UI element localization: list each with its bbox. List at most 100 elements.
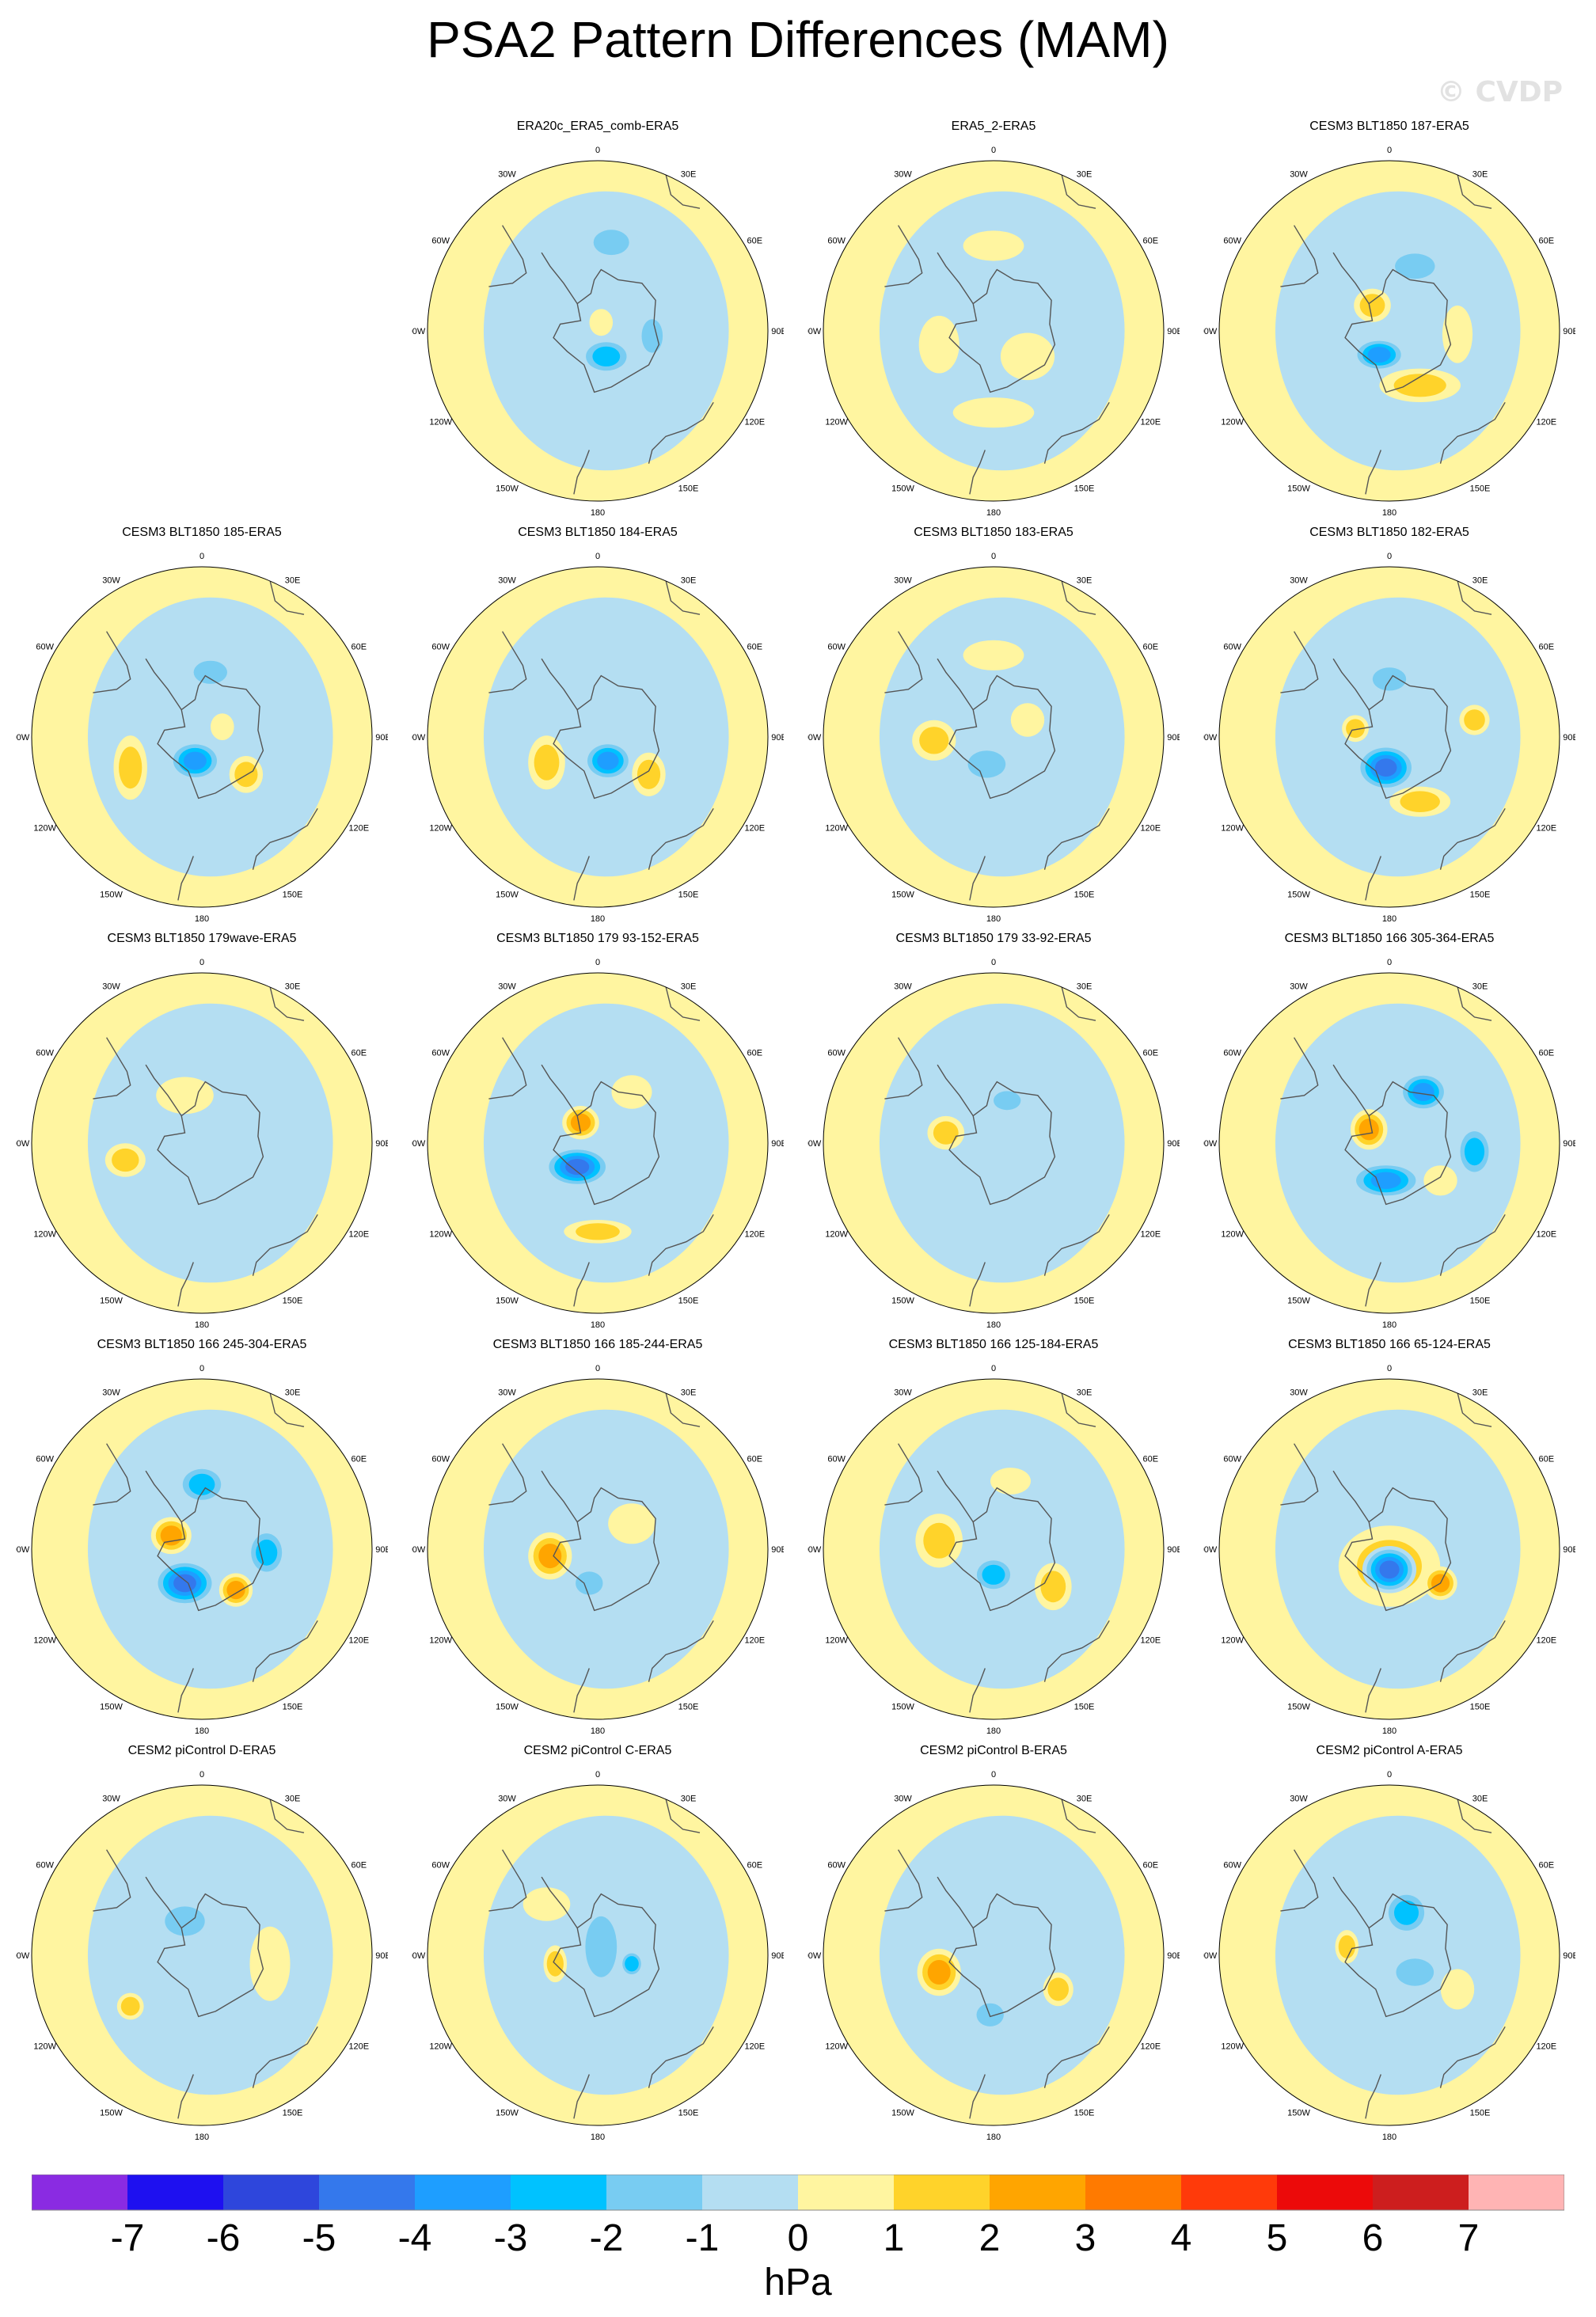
australia-coastline — [648, 1214, 714, 1276]
peninsula-coastline — [937, 1470, 974, 1522]
anomaly-region — [879, 191, 1125, 471]
map-border — [427, 1378, 769, 1720]
longitude-label: 180 — [986, 508, 1001, 518]
longitude-label: 150E — [678, 484, 699, 493]
anomaly-contour — [534, 744, 560, 781]
longitude-label: 60W — [827, 643, 846, 652]
south-america-coastline — [488, 1849, 527, 1912]
longitude-label: 180 — [195, 1726, 209, 1736]
anomaly-region — [483, 1003, 729, 1283]
longitude-label: 120W — [1221, 418, 1244, 427]
new-zealand-coastline — [1365, 1262, 1381, 1307]
longitude-label: 180 — [1382, 914, 1396, 924]
longitude-label: 120W — [825, 418, 848, 427]
anomaly-contour — [249, 1926, 291, 2001]
longitude-label: 120E — [744, 418, 765, 427]
longitude-label: 60E — [1539, 643, 1555, 652]
longitude-label: 0 — [991, 1364, 996, 1373]
map-border — [823, 972, 1165, 1314]
colorbar-swatch — [894, 2175, 990, 2210]
anomaly-contour — [952, 397, 1035, 428]
longitude-label: 150E — [283, 1296, 303, 1305]
longitude-label: 30W — [1290, 982, 1308, 992]
panel-title: ERA5_2-ERA5 — [951, 120, 1036, 133]
africa-coastline — [1457, 1799, 1492, 1833]
map-panel: CESM3 BLT1850 182-ERA5 0 30E 60E 90E 120E 150E… — [1203, 525, 1575, 929]
longitude-label: 90E — [375, 1951, 388, 1961]
longitude-label: 60E — [352, 1455, 367, 1464]
longitude-label: 150E — [1470, 1296, 1491, 1305]
longitude-label: 60E — [1143, 643, 1159, 652]
anomaly-region — [483, 597, 729, 877]
page-title: PSA2 Pattern Differences (MAM) — [427, 11, 1169, 68]
longitude-label: 60W — [431, 1455, 450, 1464]
anomaly-region — [87, 1815, 333, 2095]
longitude-label: 30E — [1077, 576, 1092, 586]
colorbar-tick-label: -5 — [302, 2217, 336, 2254]
longitude-label: 120W — [825, 1636, 848, 1646]
map-border — [427, 566, 769, 908]
anomaly-contour — [1400, 791, 1440, 812]
longitude-label: 120W — [33, 1230, 56, 1240]
panel-title: CESM3 BLT1850 179wave-ERA5 — [107, 932, 297, 945]
longitude-label: 30E — [1077, 170, 1092, 180]
longitude-label: 180 — [986, 1320, 1001, 1330]
longitude-label: 30W — [498, 1795, 516, 1804]
colorbar-swatch — [32, 2175, 128, 2210]
longitude-label: 60E — [747, 643, 763, 652]
longitude-label: 60E — [352, 1861, 367, 1871]
antarctica-coastline — [553, 268, 660, 393]
polar-map: 0 30E 60E 90E 120E 150E 180 150W 120W 90W 60W 30W — [1203, 1770, 1575, 2142]
south-america-coastline — [488, 1037, 527, 1100]
longitude-label: 120E — [1536, 824, 1556, 834]
panel-title: CESM3 BLT1850 166 65-124-ERA5 — [1288, 1338, 1491, 1351]
longitude-label: 120E — [1536, 1636, 1556, 1646]
longitude-label: 180 — [591, 1726, 605, 1736]
peninsula-coastline — [1332, 1064, 1370, 1116]
south-america-coastline — [488, 631, 527, 693]
africa-coastline — [1457, 580, 1492, 615]
map-border — [823, 566, 1165, 908]
africa-coastline — [1457, 1392, 1492, 1427]
africa-coastline — [665, 986, 701, 1021]
anomaly-contour — [923, 1522, 956, 1559]
australia-coastline — [1043, 1620, 1110, 1682]
anomaly-contour — [522, 1887, 571, 1921]
anomaly-contour — [990, 1468, 1031, 1495]
anomaly-contour — [183, 751, 207, 770]
new-zealand-coastline — [573, 1668, 590, 1713]
anomaly-contour — [1394, 1900, 1419, 1925]
map-panel: CESM2 piControl A-ERA5 0 30E 60E 90E 120E 150E… — [1203, 1743, 1575, 2147]
south-america-coastline — [884, 1443, 923, 1506]
anomaly-region — [879, 1815, 1125, 2095]
south-america-coastline — [93, 1849, 131, 1912]
colorbar-tick-label: 6 — [1362, 2217, 1384, 2254]
new-zealand-coastline — [177, 2074, 194, 2119]
longitude-label: 0 — [200, 1364, 204, 1373]
longitude-label: 180 — [195, 914, 209, 924]
longitude-label: 60E — [747, 237, 763, 246]
polar-map: 0 30E 60E 90E 120E 150E 180 150W 120W 90W 60W 30W — [808, 958, 1180, 1330]
south-america-coastline — [1280, 1443, 1319, 1506]
map-panel: CESM3 BLT1850 183-ERA5 0 30E 60E 90E 120E 150E… — [808, 525, 1180, 929]
longitude-label: 120E — [744, 1636, 765, 1646]
anomaly-contour — [538, 1544, 562, 1569]
map-panel: CESM3 BLT1850 166 305-364-ERA5 0 30E 60E 90E… — [1203, 931, 1575, 1335]
africa-coastline — [269, 580, 305, 615]
longitude-label: 30W — [1290, 170, 1308, 180]
polar-map: 0 30E 60E 90E 120E 150E 180 150W 120W 90W 60W 30W — [412, 1364, 784, 1736]
longitude-label: 30W — [1290, 576, 1308, 586]
longitude-label: 90E — [1167, 327, 1180, 336]
map-border — [427, 160, 769, 502]
longitude-label: 150W — [496, 890, 519, 899]
anomaly-contour — [1440, 1969, 1475, 2010]
south-america-coastline — [884, 1037, 923, 1100]
australia-coastline — [648, 1620, 714, 1682]
anomaly-contour — [165, 1906, 205, 1936]
longitude-label: 150W — [891, 484, 914, 493]
south-america-coastline — [884, 1849, 923, 1912]
longitude-label: 90W — [808, 1139, 822, 1149]
map-panel: ERA5_2-ERA5 0 30E 60E 90E 120E 150E 180 150W 120W… — [808, 119, 1180, 522]
anomaly-region — [879, 1003, 1125, 1283]
longitude-label: 60W — [36, 1861, 54, 1871]
